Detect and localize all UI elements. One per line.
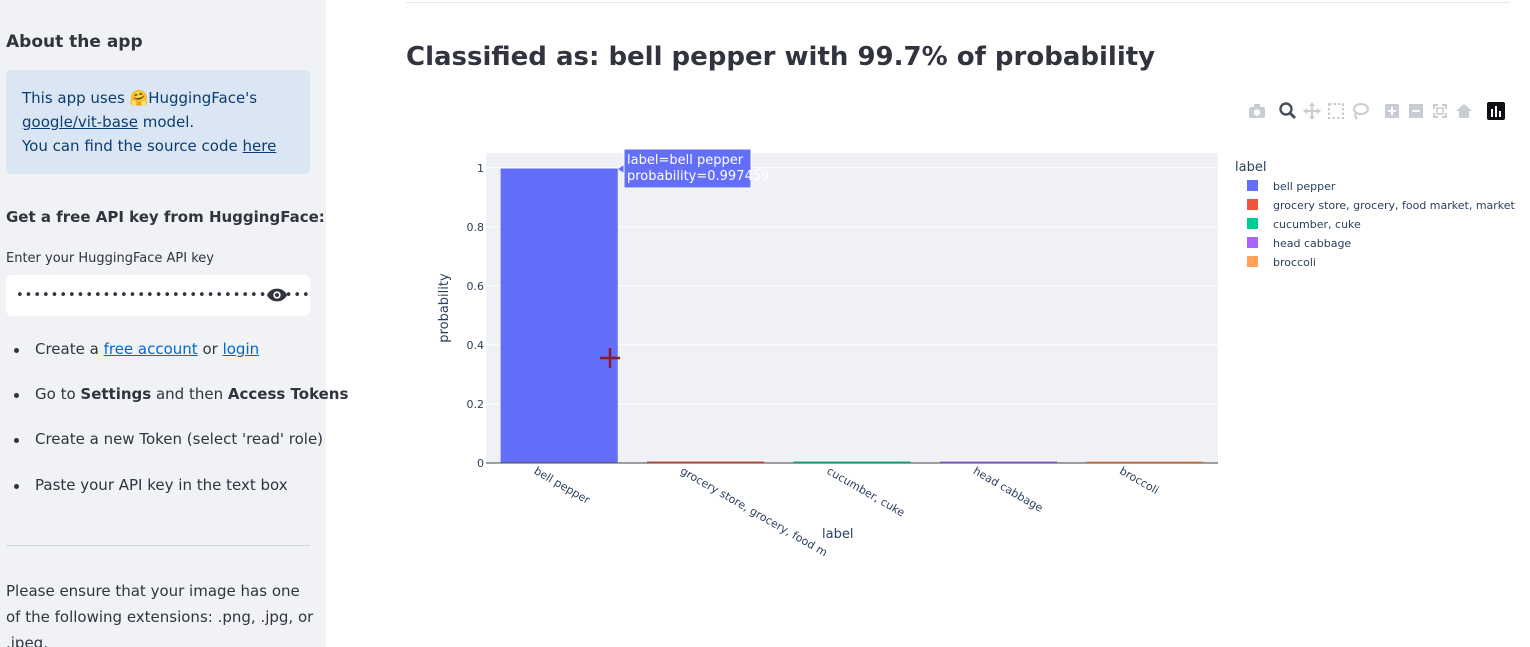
tooltip-probability: probability=0.997459 — [627, 169, 769, 184]
api-key-heading: Get a free API key from HuggingFace: — [6, 208, 325, 226]
sidebar: About the app This app uses 🤗HuggingFace… — [0, 0, 348, 647]
lasso-icon[interactable] — [1349, 100, 1371, 122]
x-tick-label: cucumber, cuke — [825, 464, 908, 519]
reset-axes-icon[interactable] — [1453, 100, 1475, 122]
autoscale-icon[interactable] — [1429, 100, 1451, 122]
bullet — [14, 348, 19, 353]
source-code-link[interactable]: here — [242, 137, 277, 155]
info-line-3: You can find the source code — [22, 137, 243, 155]
tooltip-pointer — [618, 165, 624, 173]
result-title: Classified as: bell pepper with 99.7% of… — [406, 42, 1156, 72]
bar — [500, 168, 618, 464]
step-text: Create a — [35, 340, 104, 358]
info-line-2: model. — [137, 113, 195, 131]
y-tick-label: 0.6 — [467, 280, 485, 293]
plotly-logo-icon[interactable] — [1485, 100, 1507, 122]
step-text: Go to — [35, 385, 81, 403]
pan-icon[interactable] — [1301, 100, 1323, 122]
step-text: Create a new Token (select 'read' role) — [35, 430, 324, 448]
hover-tooltip — [623, 148, 752, 189]
probability-chart: 0 0.2 0.4 0.6 0.8 1 bell pepper grocery store, … — [406, 130, 1516, 560]
bar — [647, 461, 765, 463]
y-tick-label: 0.8 — [467, 221, 485, 234]
bullet — [14, 393, 19, 398]
legend-swatch — [1247, 237, 1258, 248]
step-text: or — [197, 340, 223, 358]
api-key-input[interactable]: •••••••••••••••••••••••••••••••••••••• — [6, 275, 310, 316]
divider — [406, 2, 1510, 3]
y-tick-label: 0 — [477, 457, 484, 470]
legend-item: bell pepper — [1273, 180, 1336, 193]
divider — [6, 545, 310, 546]
x-tick-label: head cabbage — [971, 464, 1045, 514]
model-link[interactable]: google/vit-base — [22, 113, 138, 131]
about-heading: About the app — [6, 32, 143, 52]
file-extension-note: Please ensure that your image has one of… — [6, 582, 314, 647]
y-axis-title: probability — [437, 273, 452, 343]
x-axis-title: label — [822, 527, 853, 542]
zoom-icon[interactable] — [1277, 100, 1299, 122]
show-password-icon[interactable] — [266, 286, 288, 304]
login-link[interactable]: login — [222, 340, 260, 358]
bar — [939, 461, 1057, 463]
zoom-out-icon[interactable] — [1405, 100, 1427, 122]
bullet — [14, 438, 19, 443]
info-line-1: This app uses 🤗HuggingFace's — [22, 89, 258, 107]
legend-item: cucumber, cuke — [1273, 218, 1361, 231]
zoom-in-icon[interactable] — [1381, 100, 1403, 122]
y-tick-label: 1 — [477, 162, 484, 175]
step-text: Paste your API key in the text box — [35, 476, 288, 494]
info-box: This app uses 🤗HuggingFace's google/vit-… — [6, 70, 310, 174]
x-tick-label: bell pepper — [532, 464, 593, 507]
chart-svg: 0 0.2 0.4 0.6 0.8 1 bell pepper grocery store, … — [437, 148, 1516, 559]
y-tick-label: 0.2 — [467, 398, 485, 411]
x-tick-label: broccoli — [1117, 464, 1161, 497]
plot-modebar — [1240, 100, 1510, 122]
api-key-label: Enter your HuggingFace API key — [6, 251, 214, 266]
legend-swatch — [1247, 199, 1258, 210]
x-tick-label: grocery store, grocery, food m — [678, 464, 830, 559]
legend-item: grocery store, grocery, food market, mar… — [1273, 199, 1516, 212]
bullet — [14, 484, 19, 489]
legend-title: label — [1235, 160, 1266, 175]
access-tokens-text: Access Tokens — [227, 385, 349, 403]
legend-swatch — [1247, 180, 1258, 191]
legend-swatch — [1247, 218, 1258, 229]
tooltip-label: label=bell pepper — [627, 153, 744, 168]
settings-text: Settings — [80, 385, 152, 403]
camera-icon[interactable] — [1246, 100, 1268, 122]
legend-item: broccoli — [1273, 256, 1316, 269]
step-text: and then — [151, 385, 228, 403]
legend-item: head cabbage — [1273, 237, 1351, 250]
legend-swatch — [1247, 256, 1258, 267]
bar — [1086, 461, 1204, 463]
box-select-icon[interactable] — [1325, 100, 1347, 122]
free-account-link[interactable]: free account — [103, 340, 198, 358]
bar — [793, 461, 911, 463]
y-tick-label: 0.4 — [467, 339, 485, 352]
